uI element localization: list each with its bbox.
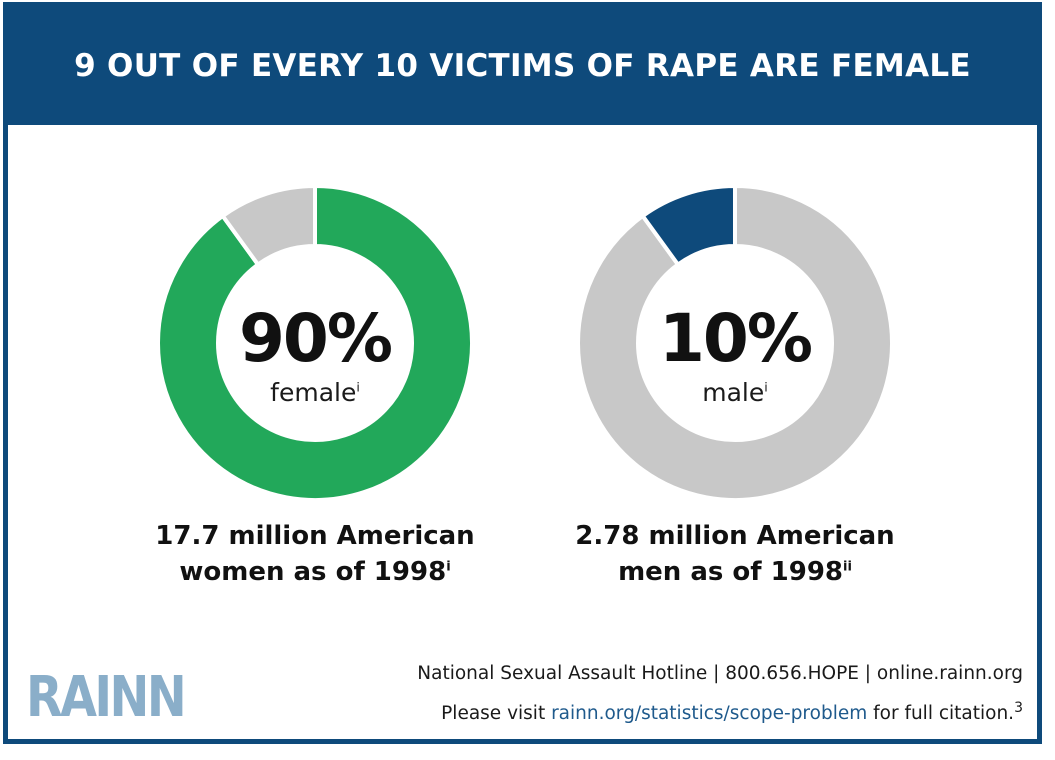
- female-label: female: [270, 378, 357, 407]
- visit-prefix: Please visit: [441, 703, 552, 724]
- female-caption-footnote: i: [446, 559, 451, 575]
- donut-slice-male: [639, 185, 737, 268]
- male-label-footnote: i: [764, 379, 768, 395]
- donut-slice-other: [219, 185, 317, 268]
- donut-slice-other: [577, 185, 893, 501]
- male-center-label: 10% malei: [625, 300, 845, 408]
- male-caption-footnote: ii: [843, 559, 852, 575]
- visit-suffix: for full citation.: [867, 703, 1015, 724]
- hotline-line: National Sexual Assault Hotline | 800.65…: [417, 663, 1023, 684]
- citation-text: Please visit rainn.org/statistics/scope-…: [441, 699, 1023, 724]
- page-title: 9 OUT OF EVERY 10 VICTIMS OF RAPE ARE FE…: [74, 48, 971, 84]
- male-percent: 10%: [659, 300, 813, 377]
- female-caption: 17.7 million American women as of 1998i: [125, 518, 505, 590]
- female-center-label: 90% femalei: [205, 300, 425, 408]
- male-caption-line1: 2.78 million American: [575, 521, 895, 551]
- female-caption-line1: 17.7 million American: [155, 521, 475, 551]
- donut-slice-female: [157, 185, 473, 501]
- female-caption-line2: women as of 1998: [179, 557, 447, 587]
- male-caption: 2.78 million American men as of 1998ii: [545, 518, 925, 590]
- female-donut-chart: [157, 185, 473, 501]
- hotline-text: National Sexual Assault Hotline | 800.65…: [417, 663, 1023, 684]
- female-label-footnote: i: [356, 379, 360, 395]
- rainn-logo: RAINN: [26, 665, 187, 730]
- title-banner: 9 OUT OF EVERY 10 VICTIMS OF RAPE ARE FE…: [8, 7, 1037, 125]
- male-caption-line2: men as of 1998: [618, 557, 844, 587]
- citation-number: 3: [1014, 699, 1023, 716]
- statistics-link[interactable]: rainn.org/statistics/scope-problem: [551, 703, 868, 724]
- female-percent: 90%: [239, 300, 393, 377]
- male-label: male: [702, 378, 765, 407]
- male-donut-chart: [577, 185, 893, 501]
